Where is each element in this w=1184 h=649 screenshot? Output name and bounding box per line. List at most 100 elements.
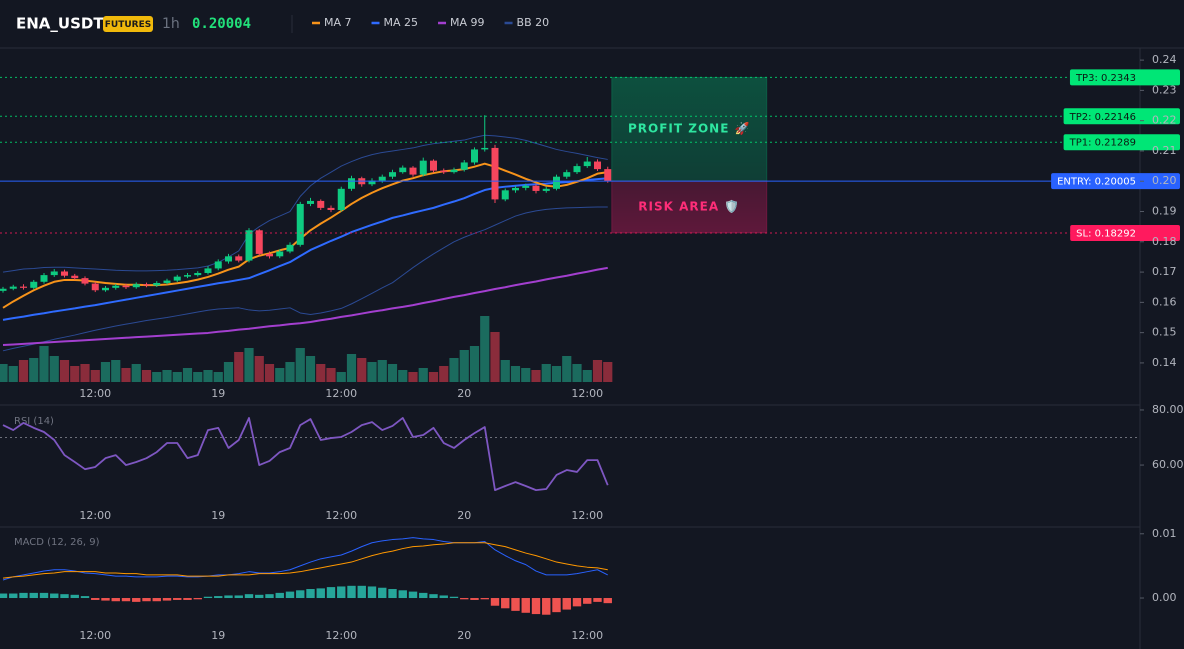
volume-bar <box>459 350 469 382</box>
volume-bar <box>223 362 234 382</box>
volume-bar <box>8 366 18 382</box>
volume-bar <box>234 352 244 382</box>
volume-bar <box>203 370 213 382</box>
volume-bar <box>182 368 193 382</box>
y-tick-label: 0.18 <box>1152 235 1177 248</box>
volume-bar <box>111 360 121 382</box>
histogram-bar <box>234 595 243 599</box>
volume-bar <box>582 370 592 382</box>
x-tick-label: 12:00 <box>79 509 111 522</box>
y-tick-label: 60.00 <box>1152 458 1184 471</box>
level-box <box>1063 108 1180 125</box>
volume-bar <box>18 360 29 382</box>
histogram-bar <box>152 598 161 602</box>
candle-body <box>553 176 560 189</box>
histogram-bar <box>603 598 612 604</box>
candle-body <box>399 167 407 173</box>
y-tick-label: 0.24 <box>1152 53 1177 66</box>
candle-body <box>307 200 314 204</box>
volume-bar <box>367 362 377 382</box>
candle-body <box>501 190 509 200</box>
histogram-bar <box>316 588 325 599</box>
zone-label: RISK AREA 🛡️ <box>638 200 740 214</box>
candle-body <box>50 271 58 276</box>
x-tick-label: 20 <box>457 509 471 522</box>
volume-bar <box>275 368 285 382</box>
x-tick-label: 12:00 <box>571 509 603 522</box>
histogram-bar <box>91 598 100 600</box>
y-tick-label: 0.16 <box>1152 295 1177 308</box>
level-box <box>1069 69 1180 86</box>
histogram-bar <box>398 590 407 599</box>
y-tick-label: 0.23 <box>1152 83 1177 96</box>
bb-lower <box>2 206 608 352</box>
histogram-bar <box>29 592 38 599</box>
histogram-bar <box>70 594 79 599</box>
volume-bar <box>510 366 521 382</box>
volume-bar <box>480 316 490 382</box>
histogram-bar <box>224 595 233 599</box>
macd-line <box>2 537 608 581</box>
badge-bg <box>103 16 153 32</box>
level-label: TP2: 0.22146 <box>1069 112 1136 123</box>
panel-title: MACD (12, 26, 9) <box>14 537 100 548</box>
histogram-bar <box>593 598 602 602</box>
candle-body <box>245 230 253 261</box>
candle-body <box>522 185 530 188</box>
histogram-bar <box>378 587 387 599</box>
candle-body <box>235 256 243 261</box>
level-label: SL: 0.18292 <box>1076 228 1136 239</box>
histogram-bar <box>429 594 438 599</box>
volume-bar <box>49 356 59 382</box>
volume-bar <box>490 332 500 382</box>
candle-body <box>296 203 304 245</box>
volume-bar <box>141 370 152 382</box>
level-box <box>1070 224 1180 241</box>
candle-body <box>0 288 7 291</box>
level-label: ENTRY: 0.20005 <box>1057 177 1136 188</box>
volume-bar <box>131 364 141 382</box>
y-tick-label: 0.01 <box>1152 527 1177 540</box>
candle-body <box>184 275 191 277</box>
level-box <box>1063 134 1180 151</box>
histogram-bar <box>19 592 28 599</box>
histogram-bar <box>306 589 315 599</box>
candle-body <box>440 170 448 173</box>
volume-bar <box>59 360 70 382</box>
candle-body <box>9 286 17 289</box>
candle-body <box>194 272 202 276</box>
volume-bar <box>357 358 367 382</box>
histogram-bar <box>142 598 151 602</box>
y-tick-label: 0.17 <box>1152 265 1177 278</box>
candle-body <box>40 275 48 282</box>
histogram-bar <box>562 598 571 610</box>
histogram-bar <box>132 598 141 602</box>
histogram-bar <box>80 596 90 599</box>
volume-bar <box>603 362 613 382</box>
histogram-bar <box>511 598 520 611</box>
legend-label: MA 99 <box>450 16 485 29</box>
candle-body <box>481 147 489 150</box>
x-tick-label: 19 <box>211 629 225 642</box>
histogram-bar <box>480 598 489 600</box>
histogram-bar <box>193 598 202 600</box>
candle-body <box>255 230 263 254</box>
candle-body <box>276 251 284 257</box>
volume-bar <box>90 370 100 382</box>
volume-bar <box>305 356 316 382</box>
volume-bar <box>592 360 603 382</box>
volume-bar <box>469 346 480 382</box>
y-tick-label: 0.15 <box>1152 326 1177 339</box>
volume-bar <box>121 368 131 382</box>
candle-body <box>604 169 612 182</box>
histogram-bar <box>265 594 274 599</box>
ma-line <box>2 162 608 309</box>
candle-body <box>225 256 232 262</box>
histogram-bar <box>255 594 264 599</box>
volume-bar <box>562 356 572 382</box>
histogram-bar <box>490 598 500 606</box>
candle-body <box>337 188 345 211</box>
volume-bar <box>377 360 387 382</box>
volume-bar <box>193 372 203 382</box>
